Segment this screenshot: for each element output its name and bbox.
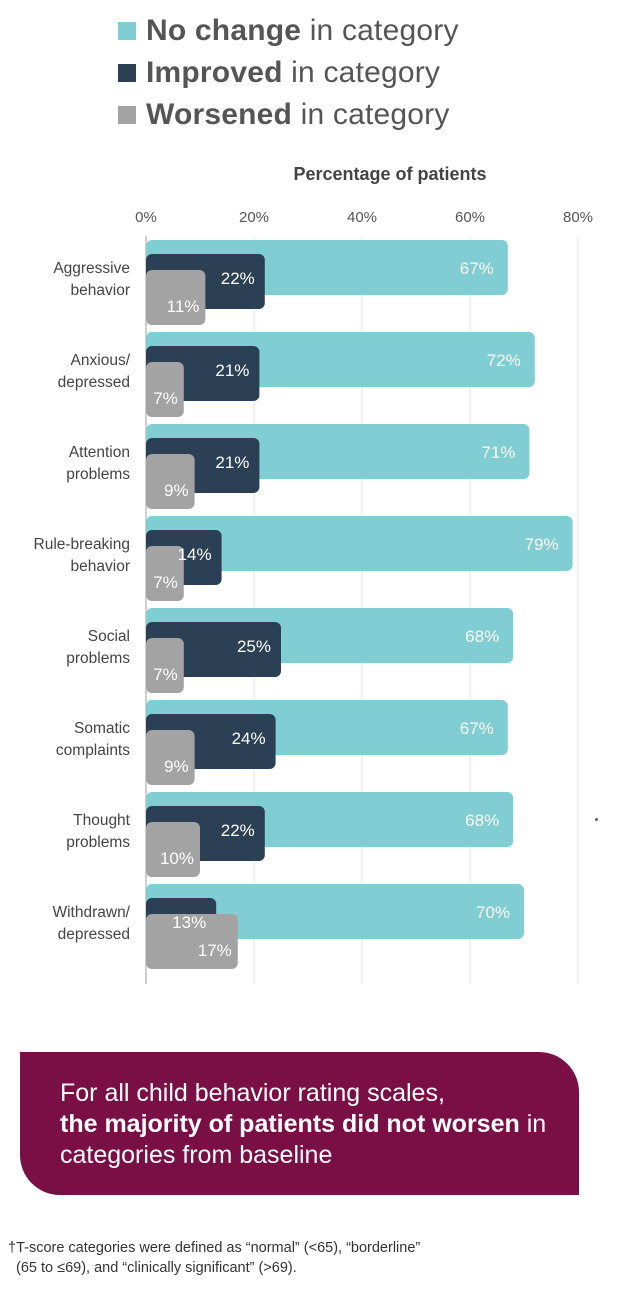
data-label-worsened: 9% [164, 481, 189, 500]
data-label-improved: 24% [232, 729, 266, 748]
bar-worsened [146, 822, 200, 877]
category-label: Attention [69, 444, 130, 461]
data-label-worsened: 17% [198, 941, 232, 960]
bar-worsened [146, 362, 184, 417]
data-label-no-change: 70% [476, 903, 510, 922]
data-label-worsened: 9% [164, 757, 189, 776]
x-axis-title: Percentage of patients [293, 164, 487, 184]
data-label-improved: 21% [215, 361, 249, 380]
category-label: Withdrawn/ [52, 904, 130, 921]
bar-no-change [146, 884, 524, 939]
category-label: Rule-breaking [34, 536, 131, 553]
callout-rest-text: in categories from baseline [60, 1110, 547, 1169]
bar-no-change [146, 516, 573, 571]
bar-worsened [146, 730, 195, 785]
category-label: behavior [71, 558, 130, 575]
bar-worsened [146, 546, 184, 601]
footnote-line2: (65 to ≤69), and “clinically significant… [16, 1260, 297, 1276]
data-label-no-change: 68% [465, 811, 499, 830]
category-label: Anxious/ [71, 352, 131, 369]
bar-worsened [146, 638, 184, 693]
callout-bold-text: the majority of patients did not worsen [60, 1110, 520, 1138]
data-label-worsened: 7% [153, 573, 178, 592]
data-label-improved: 14% [178, 545, 212, 564]
category-label: complaints [56, 742, 130, 759]
bar-worsened [146, 914, 238, 969]
data-label-no-change: 71% [481, 443, 515, 462]
legend: No change in category Improved in catego… [118, 10, 459, 136]
stray-dot [595, 818, 598, 821]
x-tick-label: 40% [347, 209, 377, 226]
category-label: Aggressive [53, 260, 130, 277]
legend-swatch [118, 22, 136, 40]
data-label-worsened: 7% [153, 389, 178, 408]
legend-label: No change in category [146, 14, 459, 47]
category-label: problems [66, 650, 130, 667]
data-label-improved: 22% [221, 269, 255, 288]
data-label-worsened: 7% [153, 665, 178, 684]
category-label: depressed [58, 926, 130, 943]
legend-item-improved: Improved in category [118, 52, 459, 94]
category-label: behavior [71, 282, 130, 299]
bar-worsened [146, 270, 206, 325]
data-label-worsened: 11% [167, 297, 200, 316]
data-label-no-change: 68% [465, 627, 499, 646]
footnote: †T-score categories were defined as “nor… [8, 1238, 628, 1278]
category-label: Social [88, 628, 130, 645]
x-tick-label: 80% [563, 209, 593, 226]
legend-label: Worsened in category [146, 98, 450, 131]
category-label: problems [66, 834, 130, 851]
footnote-line1: †T-score categories were defined as “nor… [8, 1240, 421, 1256]
legend-item-no-change: No change in category [118, 10, 459, 52]
category-label: Somatic [74, 720, 130, 737]
x-tick-label: 0% [135, 209, 157, 226]
data-label-no-change: 67% [460, 719, 494, 738]
legend-item-worsened: Worsened in category [118, 94, 459, 136]
data-label-improved: 22% [221, 821, 255, 840]
data-label-no-change: 67% [460, 259, 494, 278]
bar-chart: 0% 20% 40% 60% 80% Aggressive behavior 67% 22% 11… [34, 209, 593, 984]
callout-box: For all child behavior rating scales, th… [20, 1052, 579, 1195]
data-label-no-change: 79% [525, 535, 559, 554]
data-label-improved: 13% [172, 913, 206, 932]
x-tick-label: 60% [455, 209, 485, 226]
legend-swatch [118, 106, 136, 124]
data-label-improved: 25% [237, 637, 271, 656]
data-label-improved: 21% [215, 453, 249, 472]
callout-line1: For all child behavior rating scales, [60, 1079, 445, 1107]
bar-worsened [146, 454, 195, 509]
legend-label: Improved in category [146, 56, 441, 89]
category-label: Thought [73, 812, 131, 829]
legend-swatch [118, 64, 136, 82]
category-label: depressed [58, 374, 130, 391]
data-label-worsened: 10% [160, 849, 194, 868]
category-label: problems [66, 466, 130, 483]
data-label-no-change: 72% [487, 351, 521, 370]
x-tick-label: 20% [239, 209, 269, 226]
